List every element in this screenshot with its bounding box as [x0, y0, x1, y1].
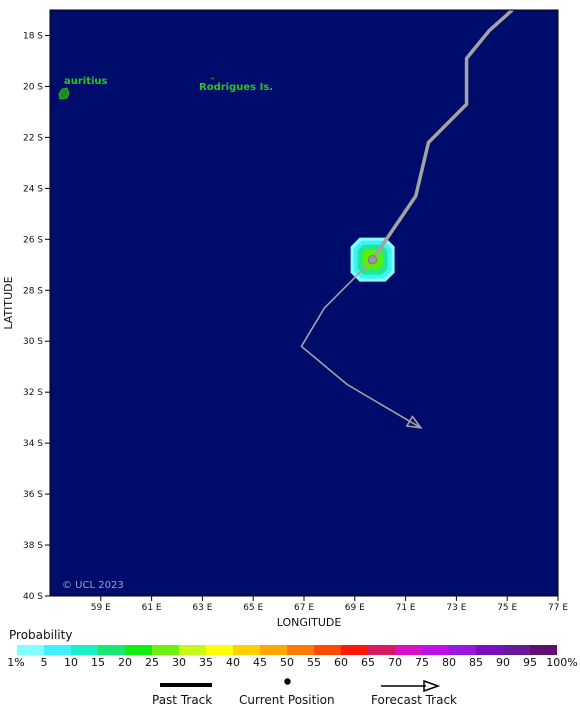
probability-swatch [395, 645, 422, 655]
lon-tick-label: 65 E [243, 603, 263, 613]
probability-swatch [449, 645, 476, 655]
probability-label: 25 [145, 656, 159, 669]
probability-swatch [422, 645, 449, 655]
lon-tick-label: 69 E [345, 603, 365, 613]
probability-label: 10 [64, 656, 78, 669]
lat-tick-label: 40 S [23, 592, 43, 602]
probability-label: 60 [334, 656, 348, 669]
land-layer [58, 77, 215, 100]
probability-label: 55 [307, 656, 321, 669]
probability-swatch [17, 645, 44, 655]
copyright-text: © UCL 2023 [62, 580, 124, 591]
lat-tick-label: 18 S [23, 31, 43, 41]
past-track-line [371, 8, 514, 261]
forecast-track-symbol [381, 680, 440, 692]
probability-label: 70 [388, 656, 402, 669]
lat-tick-label: 36 S [23, 490, 43, 500]
lon-tick-label: 59 E [91, 603, 111, 613]
forecast-track-line [300, 259, 422, 429]
lat-tick-label: 30 S [23, 337, 43, 347]
lat-tick-label: 26 S [23, 235, 43, 245]
y-axis-title: LATITUDE [2, 276, 15, 329]
probability-swatch [71, 645, 98, 655]
probability-swatch [341, 645, 368, 655]
probability-colorbar [17, 645, 557, 655]
probability-label: 65 [361, 656, 375, 669]
probability-swatch [98, 645, 125, 655]
lon-tick-label: 71 E [396, 603, 416, 613]
probability-swatch [44, 645, 71, 655]
lat-tick-label: 24 S [23, 184, 43, 194]
forecast-track-label: Forecast Track [371, 693, 457, 707]
lon-tick-label: 61 E [142, 603, 162, 613]
probability-label: 80 [442, 656, 456, 669]
current-position-label: Current Position [239, 693, 335, 707]
probability-swatch [314, 645, 341, 655]
lon-tick-label: 67 E [294, 603, 314, 613]
lat-tick-label: 20 S [23, 82, 43, 92]
lat-tick-label: 28 S [23, 286, 43, 296]
probability-label: 95 [523, 656, 537, 669]
x-axis-title: LONGITUDE [277, 616, 342, 629]
probability-title: Probability [9, 628, 73, 642]
probability-swatch [179, 645, 206, 655]
track-legend: Past Track Current Position Forecast Tra… [0, 676, 580, 712]
ocean-area [50, 10, 558, 596]
forecast-arrowhead [405, 415, 423, 429]
current-position-marker [367, 254, 378, 265]
lon-tick-label: 73 E [446, 603, 466, 613]
rodrigues-island [211, 77, 215, 80]
probability-swatch [503, 645, 530, 655]
lon-tick-label: 77 E [548, 603, 568, 613]
island-labels: auritius Rodrigues Is. [64, 76, 273, 93]
latitude-ticks: 18 S 20 S 22 S 24 S 26 S 28 S 30 S 32 S 34 S 36 S… [23, 31, 50, 602]
lon-tick-label: 63 E [192, 603, 212, 613]
probability-label: 75 [415, 656, 429, 669]
storm-track-map: auritius Rodrigues Is. © UCL 2023 59 E 61… [2, 8, 568, 629]
probability-swatch [152, 645, 179, 655]
probability-label: 20 [118, 656, 132, 669]
probability-label: 1% [7, 656, 25, 669]
probability-label: 50 [280, 656, 294, 669]
probability-swatch [368, 645, 395, 655]
probability-label: 45 [253, 656, 267, 669]
probability-label: 15 [91, 656, 105, 669]
probability-swatch [530, 645, 557, 655]
lat-tick-label: 38 S [23, 541, 43, 551]
probability-swatch [476, 645, 503, 655]
probability-label: 85 [469, 656, 483, 669]
mauritius-island [58, 87, 70, 100]
track-layer [300, 8, 514, 429]
probability-swatch [125, 645, 152, 655]
probability-swatch [233, 645, 260, 655]
probability-label: 90 [496, 656, 510, 669]
past-track-symbol [160, 683, 212, 687]
lat-tick-label: 22 S [23, 133, 43, 143]
probability-swatch [287, 645, 314, 655]
probability-label: 40 [226, 656, 240, 669]
lon-tick-label: 75 E [497, 603, 517, 613]
probability-label: 5 [40, 656, 48, 669]
island-label-rodrigues: Rodrigues Is. [199, 82, 273, 93]
lat-tick-label: 34 S [23, 439, 43, 449]
past-track-label: Past Track [152, 693, 213, 707]
probability-label: 30 [172, 656, 186, 669]
longitude-ticks: 59 E 61 E 63 E 65 E 67 E 69 E 71 E 73 E 75 E 77 E [91, 596, 568, 613]
probability-labels: 1% 5 10 15 20 25 30 35 40 45 50 55 60 65 70 75 80 85 90 95 1… [0, 656, 580, 670]
current-position-symbol [284, 678, 291, 685]
probability-swatch [206, 645, 233, 655]
probability-label: 100% [546, 656, 578, 669]
probability-label: 35 [199, 656, 213, 669]
probability-swatch [260, 645, 287, 655]
island-label-mauritius: auritius [64, 76, 108, 87]
lat-tick-label: 32 S [23, 388, 43, 398]
